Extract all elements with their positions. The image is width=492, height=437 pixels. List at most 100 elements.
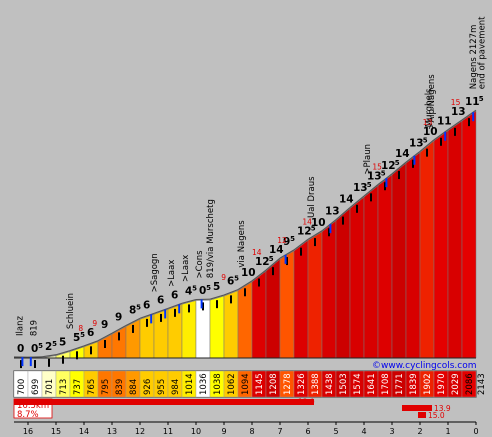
place-label: Nagens 2127m <box>469 25 479 90</box>
altitude-value: 984 <box>171 379 181 395</box>
gradient-label: 10 <box>423 126 438 138</box>
gradient-label: 6 <box>157 294 164 306</box>
gradient-fraction: 5 <box>136 303 141 311</box>
gradient-label: 6 <box>171 289 178 301</box>
altitude-value: 1062 <box>227 373 237 395</box>
km-label: 6 <box>305 427 310 436</box>
gradient-label: 9 <box>101 319 108 331</box>
gradient-label: 11 <box>465 96 480 108</box>
max-gradient: 13 <box>423 118 433 127</box>
gradient-label: 14 <box>395 148 410 160</box>
road-edge <box>335 207 351 221</box>
gradient-fraction: 5 <box>269 255 274 263</box>
gradient-label: 11 <box>437 116 452 128</box>
gradient-fraction: 5 <box>234 275 239 283</box>
gradient-fraction: 5 <box>395 159 400 167</box>
road-edge <box>167 302 183 309</box>
gradient-label: 12 <box>381 160 396 172</box>
km-label: 1 <box>445 427 450 436</box>
road-edge <box>223 289 239 296</box>
gradient-label: 9 <box>115 312 122 324</box>
max-gradient: 15 <box>451 98 461 107</box>
altitude-value: 1708 <box>381 373 391 395</box>
gradient-label: 5 <box>59 337 66 349</box>
bar-13-9 <box>402 405 432 411</box>
profile-segment <box>279 250 295 359</box>
road-edge <box>265 257 281 271</box>
km-label: 14 <box>79 427 89 436</box>
road-edge <box>405 150 421 163</box>
summary-distance: 16.5km <box>17 401 49 411</box>
road-edge <box>55 350 71 356</box>
gradient-fraction: 5 <box>479 95 484 103</box>
altitude-value: 1641 <box>367 373 377 395</box>
altitude-table: 700 699 701 713 737 765 795 839 884 926 955 984 1014… <box>13 370 487 398</box>
gradient-label: 6 <box>143 299 150 311</box>
place-label: >Laax <box>181 255 191 282</box>
altitude-value: 1014 <box>185 373 195 395</box>
road-edge <box>447 119 463 131</box>
gradient-label: 13 <box>367 171 382 183</box>
km-label: 12 <box>135 427 145 436</box>
road-edge <box>377 173 393 186</box>
place-label: >Cons <box>195 250 205 279</box>
altitude-value: 700 <box>17 379 27 395</box>
km-label: 3 <box>389 427 394 436</box>
altitude-value: 1839 <box>409 373 419 395</box>
altitude-value: 701 <box>45 379 55 395</box>
road-edge <box>209 294 225 300</box>
km-label: 9 <box>221 427 226 436</box>
km-label: 15 <box>51 427 61 436</box>
altitude-value: 2143 <box>477 373 487 395</box>
gradient-fraction: 5 <box>290 235 295 243</box>
altitude-value: 1902 <box>423 373 433 395</box>
bar-15-0 <box>418 412 426 418</box>
place-label: >Plaun <box>363 144 373 175</box>
gradient-fraction: 5 <box>52 340 57 348</box>
profile-segment <box>391 162 407 359</box>
max-gradient: 9 <box>221 273 226 282</box>
gradient-label: 13 <box>353 182 368 194</box>
profile-segment <box>111 326 127 359</box>
road-edge <box>125 317 141 327</box>
gradient-label: 12 <box>255 256 270 268</box>
gradient-label: 0 <box>31 343 38 355</box>
max-gradient: 12 <box>277 236 287 245</box>
altitude-value: 1094 <box>241 373 251 395</box>
gradient-label: 5 <box>213 281 220 293</box>
km-axis: 16 15 14 13 12 11 10 9 8 7 6 5 4 3 2 1 0 <box>14 421 479 436</box>
gradient-label: 10 <box>241 267 256 279</box>
km-label: 11 <box>163 427 173 436</box>
profile-segment <box>405 151 421 359</box>
altitude-value: 1771 <box>395 373 405 395</box>
profile-segment <box>307 231 323 359</box>
place-label: 819/via Murschetg <box>206 199 216 278</box>
gradient-label: 13 <box>409 137 424 149</box>
profile-segment <box>293 239 309 359</box>
road-edge <box>293 238 309 251</box>
gradient-label: 13 <box>325 206 340 218</box>
max-gradient: 9 <box>92 319 97 328</box>
road-edge <box>41 354 57 358</box>
gradient-fraction: 5 <box>80 331 85 339</box>
gradient-label: 10 <box>311 217 326 229</box>
altitude-value: 765 <box>87 379 97 395</box>
altitude-value: 737 <box>73 379 83 395</box>
altitude-value: 1970 <box>437 373 447 395</box>
altitude-value: 955 <box>157 379 167 395</box>
altitude-value: 1145 <box>255 373 265 395</box>
altitude-value: 926 <box>143 379 153 395</box>
gradient-label: 0 <box>199 285 206 297</box>
gradient-label: 4 <box>185 286 192 298</box>
km-label: 8 <box>249 427 254 436</box>
altitude-value: 2086 <box>465 373 475 395</box>
place-label: >Sagogn <box>150 253 160 292</box>
profile-segment <box>321 220 337 359</box>
road-edge <box>237 280 253 291</box>
km-label: 5 <box>333 427 338 436</box>
altitude-value: 2029 <box>451 373 461 395</box>
altitude-value: 1278 <box>283 373 293 395</box>
road-edge <box>363 184 379 197</box>
source-credit: ©www.cyclingcols.com <box>372 361 476 371</box>
place-label: 819 <box>30 320 40 336</box>
